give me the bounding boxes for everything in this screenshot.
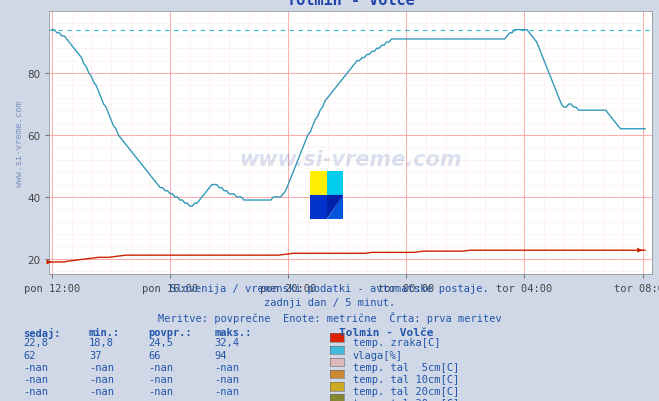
Text: temp. tal 20cm[C]: temp. tal 20cm[C] bbox=[353, 386, 459, 396]
Text: -nan: -nan bbox=[214, 362, 239, 372]
Text: 22,8: 22,8 bbox=[23, 338, 48, 348]
Text: temp. zraka[C]: temp. zraka[C] bbox=[353, 338, 440, 348]
Text: 94: 94 bbox=[214, 350, 227, 360]
Text: sedaj:: sedaj: bbox=[23, 327, 61, 338]
Text: 62: 62 bbox=[23, 350, 36, 360]
Text: -nan: -nan bbox=[148, 362, 173, 372]
Text: 37: 37 bbox=[89, 350, 101, 360]
Text: maks.:: maks.: bbox=[214, 327, 252, 337]
Text: -nan: -nan bbox=[23, 374, 48, 384]
Text: povpr.:: povpr.: bbox=[148, 327, 192, 337]
Text: -nan: -nan bbox=[214, 386, 239, 396]
Text: -nan: -nan bbox=[23, 362, 48, 372]
Text: 24,5: 24,5 bbox=[148, 338, 173, 348]
Text: temp. tal 10cm[C]: temp. tal 10cm[C] bbox=[353, 374, 459, 384]
Text: Meritve: povprečne  Enote: metrične  Črta: prva meritev: Meritve: povprečne Enote: metrične Črta:… bbox=[158, 312, 501, 324]
Text: temp. tal 30cm[C]: temp. tal 30cm[C] bbox=[353, 398, 459, 401]
Y-axis label: www.si-vreme.com: www.si-vreme.com bbox=[16, 101, 24, 186]
Text: -nan: -nan bbox=[89, 386, 114, 396]
Text: vlaga[%]: vlaga[%] bbox=[353, 350, 403, 360]
Text: -nan: -nan bbox=[89, 398, 114, 401]
Text: -nan: -nan bbox=[148, 398, 173, 401]
Text: 18,8: 18,8 bbox=[89, 338, 114, 348]
Text: temp. tal  5cm[C]: temp. tal 5cm[C] bbox=[353, 362, 459, 372]
Text: -nan: -nan bbox=[89, 362, 114, 372]
Text: zadnji dan / 5 minut.: zadnji dan / 5 minut. bbox=[264, 298, 395, 308]
Text: -nan: -nan bbox=[214, 374, 239, 384]
Text: -nan: -nan bbox=[23, 386, 48, 396]
Text: -nan: -nan bbox=[148, 386, 173, 396]
Text: -nan: -nan bbox=[89, 374, 114, 384]
Text: 66: 66 bbox=[148, 350, 161, 360]
Text: Tolmin - Volče: Tolmin - Volče bbox=[339, 327, 434, 337]
Text: -nan: -nan bbox=[214, 398, 239, 401]
Title: Tolmin - Volče: Tolmin - Volče bbox=[287, 0, 415, 8]
Text: -nan: -nan bbox=[23, 398, 48, 401]
Text: www.si-vreme.com: www.si-vreme.com bbox=[240, 149, 462, 169]
Text: -nan: -nan bbox=[148, 374, 173, 384]
Text: Slovenija / vremenski podatki - avtomatske postaje.: Slovenija / vremenski podatki - avtomats… bbox=[170, 284, 489, 294]
Text: min.:: min.: bbox=[89, 327, 120, 337]
Text: 32,4: 32,4 bbox=[214, 338, 239, 348]
